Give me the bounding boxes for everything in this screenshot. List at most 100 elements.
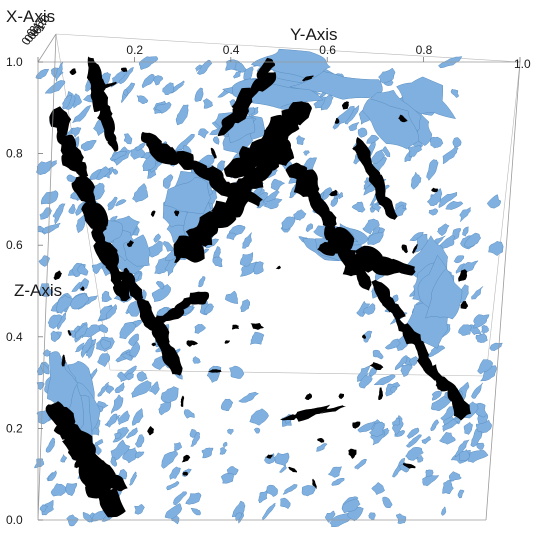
surface-2-streak xyxy=(84,184,99,207)
surface-1-fragment xyxy=(220,398,234,412)
surface-1-fragment xyxy=(410,171,422,190)
surface-1-fragment xyxy=(381,146,391,158)
surface-1-fragment xyxy=(222,441,228,449)
surface-1-fragment xyxy=(430,419,440,432)
surface-1-fragment xyxy=(141,73,155,89)
surface-1-fragment xyxy=(450,88,459,99)
surface-1-fragment xyxy=(226,232,237,241)
surface-1-fragment xyxy=(39,504,49,513)
surface-2-streak xyxy=(368,173,386,200)
surface-1-fragment xyxy=(373,374,396,386)
surface-1-fragment xyxy=(320,94,334,111)
surface-1-fragment xyxy=(38,255,50,267)
bounding-box-back xyxy=(55,33,521,377)
surface-1-fragment xyxy=(486,194,501,209)
surface-2-fragment xyxy=(304,393,313,401)
surface-2-fragment xyxy=(53,270,62,281)
surface-1-fragment xyxy=(250,331,265,345)
surface-1-fragment xyxy=(117,410,130,426)
surface-2-fragment xyxy=(288,466,297,473)
surface-1-fragment xyxy=(442,419,458,432)
surface-2-streak xyxy=(299,404,330,417)
surface-1-fragment xyxy=(240,299,250,312)
surface-1-fragment xyxy=(475,332,488,344)
surface-1-fragment xyxy=(351,201,366,213)
surface-1-fragment xyxy=(162,174,174,189)
surface-1-fragment xyxy=(152,75,164,86)
surface-2-streak xyxy=(189,291,210,305)
surface-1-fragment xyxy=(382,496,393,508)
surface-2-fragment xyxy=(334,118,340,124)
surface-1-fragment xyxy=(169,466,181,480)
surface-1-fragment xyxy=(68,203,76,214)
surface-1-fragment xyxy=(174,133,195,152)
surface-2-streak xyxy=(239,146,264,172)
surface-1-fragment xyxy=(458,324,472,336)
surface-1-fragment xyxy=(341,498,361,514)
surface-1-fragment xyxy=(366,134,380,144)
surface-1-fragment xyxy=(426,159,439,182)
surface-1-fragment xyxy=(458,448,471,462)
surface-2-fragment xyxy=(180,395,185,407)
surface-2-fragment xyxy=(326,234,334,240)
surface-1-sheet xyxy=(163,176,211,215)
surface-1-fragment xyxy=(316,443,328,452)
surface-1-fragment xyxy=(473,314,490,329)
surface-1-fragment xyxy=(115,199,127,207)
surface-1-fragment xyxy=(148,240,163,258)
surface-1-fragment xyxy=(155,280,165,290)
surface-1-fragment xyxy=(38,283,54,297)
surface-1-fragment xyxy=(331,478,345,486)
surface-1-fragment xyxy=(110,394,124,415)
surface-1-fragment xyxy=(98,324,109,334)
surface-1-fragment xyxy=(471,382,483,399)
surface-1-fragment xyxy=(369,421,385,438)
surface-2-fragment xyxy=(460,300,469,309)
surface-1-fragment xyxy=(160,386,179,404)
surface-1-fragment xyxy=(161,450,178,469)
surface-2-streak xyxy=(387,302,406,322)
surface-1-fragment xyxy=(71,281,82,292)
surface-1-fragment xyxy=(135,434,145,448)
surface-2-fragment xyxy=(80,286,85,291)
surface-1-fragment xyxy=(80,140,97,152)
surface-1-fragment xyxy=(488,240,504,256)
surface-1-fragment xyxy=(80,335,93,359)
surface-2-fragment xyxy=(123,267,130,278)
surface-1-fragment xyxy=(42,349,52,357)
surface-2-fragment xyxy=(250,323,264,330)
surface-1-fragment xyxy=(114,432,122,439)
surface-1-fragment xyxy=(436,223,450,237)
surface-2-streak xyxy=(435,375,450,392)
surface-1-fragment xyxy=(110,456,117,467)
surface-1-fragment xyxy=(106,413,118,428)
surface-2-fragment xyxy=(174,210,180,217)
surface-1-fragment xyxy=(280,497,291,510)
surface-2-fragment xyxy=(224,340,230,344)
surface-1-fragment xyxy=(471,286,484,300)
y-tick-label: 1.0 xyxy=(514,57,531,71)
surface-2-streak xyxy=(162,146,181,166)
surface-1-fragment xyxy=(173,442,182,451)
surface-1-fragment xyxy=(48,470,57,481)
surface-2-fragment xyxy=(186,340,194,347)
surface-1-fragment xyxy=(82,512,93,523)
z-axis-title: Z-Axis xyxy=(14,281,62,300)
surface-2-streak xyxy=(284,101,312,126)
surface-1-fragment xyxy=(97,353,110,368)
surface-2-fragment xyxy=(369,362,384,370)
x-axis-title: X-Axis xyxy=(6,7,55,26)
surface-1-fragment xyxy=(148,381,160,396)
surface-1-fragment xyxy=(135,451,145,459)
surface-1-fragment xyxy=(301,485,316,497)
surface-2-fragment xyxy=(150,210,156,218)
surface-2-fragment xyxy=(338,393,344,400)
surface-1-fragment xyxy=(431,390,442,401)
surface-1-fragment xyxy=(261,502,276,521)
surface-1-fragment xyxy=(164,503,182,519)
z-tick-label: 1.0 xyxy=(6,55,23,69)
surface-1-fragment xyxy=(467,449,489,463)
surface-1-fragment xyxy=(105,385,115,395)
surface-1-fragment xyxy=(441,506,447,516)
surface-1-fragment xyxy=(60,454,68,463)
